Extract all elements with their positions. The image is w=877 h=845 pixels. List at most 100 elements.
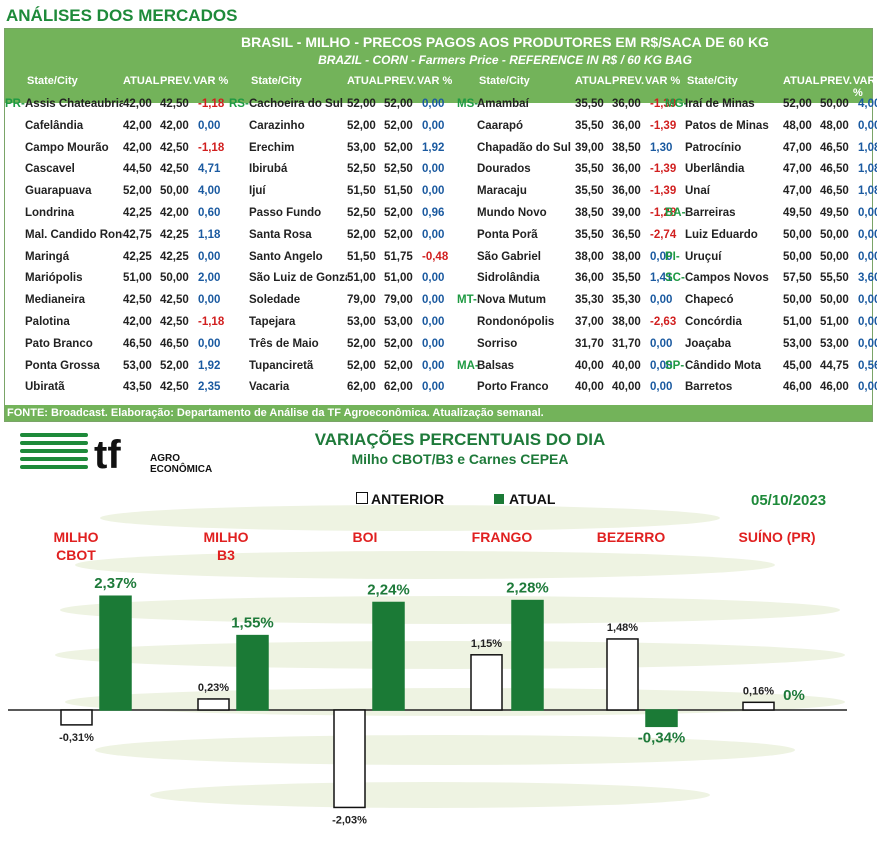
column-header: PREV. bbox=[820, 75, 853, 87]
price-atual: 42,50 bbox=[123, 294, 152, 307]
price-atual: 50,00 bbox=[783, 250, 812, 263]
price-prev: 52,00 bbox=[160, 359, 189, 372]
price-atual: 53,00 bbox=[783, 337, 812, 350]
data-label: 0% bbox=[783, 687, 805, 704]
legend-swatch-anterior bbox=[356, 492, 368, 504]
bar-atual bbox=[236, 634, 269, 711]
legend-label-atual: ATUAL bbox=[509, 491, 556, 507]
city-name: Ubiratã bbox=[25, 381, 65, 394]
city-name: Patos de Minas bbox=[685, 119, 769, 132]
price-var: 0,00 bbox=[650, 359, 673, 372]
city-name: Barreiras bbox=[685, 206, 736, 219]
price-prev: 50,00 bbox=[820, 228, 849, 241]
city-name: Cafelândia bbox=[25, 119, 84, 132]
price-var: -1,39 bbox=[650, 163, 677, 176]
price-atual: 31,70 bbox=[575, 337, 604, 350]
table-row: Londrina 42,25 42,00 0,60 Passo Fundo 52,50 52… bbox=[5, 204, 877, 226]
column-header: ATUAL bbox=[575, 75, 612, 87]
price-prev: 51,00 bbox=[820, 315, 849, 328]
price-var: 0,00 bbox=[422, 228, 445, 241]
price-prev: 46,50 bbox=[820, 185, 849, 198]
column-header: ATUAL bbox=[123, 75, 160, 87]
column-header: VAR % bbox=[853, 75, 876, 99]
price-prev: 42,50 bbox=[160, 294, 189, 307]
corn-price-table: BRASIL - MILHO - PRECOS PAGOS AOS PRODUT… bbox=[4, 28, 877, 422]
price-atual: 35,50 bbox=[575, 163, 604, 176]
city-name: Balsas bbox=[477, 359, 515, 372]
category-label: CBOT bbox=[56, 547, 96, 563]
price-prev: 38,50 bbox=[612, 141, 641, 154]
city-name: Unaí bbox=[685, 185, 710, 198]
state-code: PR- bbox=[5, 98, 25, 110]
city-name: Cascavel bbox=[25, 163, 75, 176]
price-var: 1,92 bbox=[198, 359, 221, 372]
price-prev: 52,00 bbox=[384, 337, 413, 350]
price-var: 3,60 bbox=[858, 272, 877, 285]
city-name: Santo Angelo bbox=[249, 250, 323, 263]
bar-anterior bbox=[197, 698, 230, 711]
price-atual: 79,00 bbox=[347, 294, 376, 307]
bar-anterior bbox=[606, 638, 639, 711]
city-name: Uruçuí bbox=[685, 250, 722, 263]
city-name: Caarapó bbox=[477, 119, 524, 132]
price-atual: 37,00 bbox=[575, 315, 604, 328]
column-header: VAR % bbox=[193, 75, 229, 87]
price-var: 0,00 bbox=[422, 98, 445, 110]
column-header: State/City bbox=[687, 75, 738, 87]
price-atual: 57,50 bbox=[783, 272, 812, 285]
category-label: B3 bbox=[217, 547, 235, 563]
logo-text: tf bbox=[94, 433, 121, 477]
price-prev: 36,00 bbox=[612, 185, 641, 198]
price-var: 0,00 bbox=[858, 315, 877, 328]
price-atual: 44,50 bbox=[123, 163, 152, 176]
city-name: Mal. Candido Rondon bbox=[25, 228, 123, 241]
data-label: 2,28% bbox=[506, 580, 549, 597]
city-name: São Gabriel bbox=[477, 250, 541, 263]
price-prev: 50,00 bbox=[820, 98, 849, 110]
category-label: BEZERRO bbox=[597, 529, 666, 545]
city-name: Iraí de Minas bbox=[685, 98, 755, 110]
price-prev: 52,00 bbox=[384, 141, 413, 154]
city-name: Porto Franco bbox=[477, 381, 549, 394]
city-name: Concórdia bbox=[685, 315, 742, 328]
bar-atual bbox=[99, 595, 132, 711]
background-stripe bbox=[65, 688, 845, 716]
price-prev: 52,00 bbox=[384, 206, 413, 219]
city-name: Nova Mutum bbox=[477, 294, 546, 307]
price-var: -1,39 bbox=[650, 119, 677, 132]
data-label: -0,31% bbox=[59, 732, 94, 744]
price-var: 0,00 bbox=[858, 381, 877, 394]
column-header: ATUAL bbox=[783, 75, 820, 87]
city-name: Cândido Mota bbox=[685, 359, 762, 372]
price-atual: 52,00 bbox=[123, 185, 152, 198]
price-atual: 35,50 bbox=[575, 185, 604, 198]
table-row: Pato Branco 46,50 46,50 0,00 Três de Maio 52,… bbox=[5, 335, 877, 357]
price-var: -2,63 bbox=[650, 315, 677, 328]
section-title: ANÁLISES DOS MERCADOS bbox=[6, 6, 238, 25]
price-var: 1,92 bbox=[422, 141, 445, 154]
price-var: 0,00 bbox=[422, 185, 445, 198]
price-prev: 53,00 bbox=[384, 315, 413, 328]
column-header: VAR % bbox=[645, 75, 681, 87]
price-prev: 51,75 bbox=[384, 250, 413, 263]
city-name: Londrina bbox=[25, 206, 75, 219]
price-atual: 42,00 bbox=[123, 141, 152, 154]
price-var: 0,56 bbox=[858, 359, 877, 372]
state-code: BA- bbox=[665, 206, 686, 219]
price-var: 0,00 bbox=[650, 337, 673, 350]
price-prev: 46,50 bbox=[160, 337, 189, 350]
price-prev: 38,00 bbox=[612, 315, 641, 328]
price-prev: 52,00 bbox=[384, 98, 413, 110]
column-header: VAR % bbox=[417, 75, 453, 87]
city-name: Pato Branco bbox=[25, 337, 93, 350]
state-code: MT- bbox=[457, 294, 477, 307]
category-label: FRANGO bbox=[472, 529, 533, 545]
price-var: 0,60 bbox=[198, 206, 221, 219]
price-prev: 49,50 bbox=[820, 206, 849, 219]
price-var: 0,00 bbox=[422, 163, 445, 176]
city-name: Campos Novos bbox=[685, 272, 769, 285]
city-name: Vacaria bbox=[249, 381, 290, 394]
price-atual: 48,00 bbox=[783, 119, 812, 132]
price-var: 0,00 bbox=[858, 119, 877, 132]
background-stripe bbox=[55, 641, 845, 669]
